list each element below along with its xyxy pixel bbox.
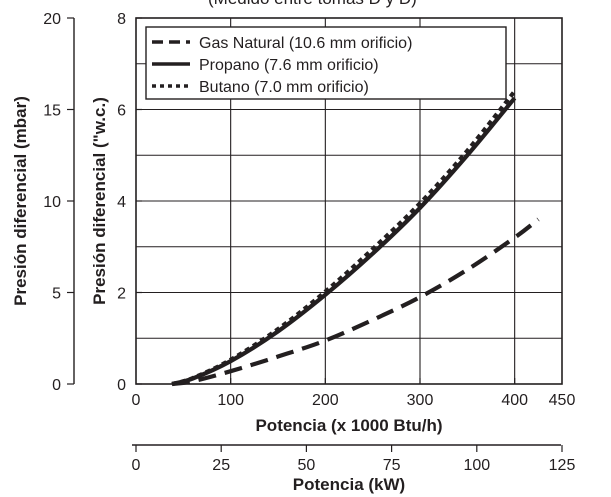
x-tick-label: 450 [549, 392, 576, 409]
x2-tick-label: 50 [298, 457, 316, 474]
x-axis-title: Potencia (x 1000 Btu/h) [255, 416, 442, 435]
x2-tick-label: 100 [463, 457, 490, 474]
x2-axis-ticks: 0 25 50 75 100 125 [132, 445, 576, 474]
x-axis-ticks: 0 100 200 300 400 450 [132, 378, 576, 409]
y2-axis-title: Presión diferencial (mbar) [11, 96, 30, 306]
x2-tick-label: 125 [549, 457, 576, 474]
y-tick-label: 4 [117, 194, 126, 211]
x-tick-label: 100 [217, 392, 244, 409]
series-line-butano [171, 89, 517, 387]
series-lines [171, 89, 540, 387]
y-tick-label: 2 [117, 286, 126, 303]
y2-tick-label: 15 [43, 103, 61, 120]
chart-title: (Medido entre tomas D y D) [208, 0, 417, 8]
x2-tick-label: 0 [132, 457, 141, 474]
legend-box [145, 26, 507, 100]
legend: Gas Natural (10.6 mm orificio) Propano (… [145, 26, 507, 100]
y2-tick-label: 10 [43, 194, 61, 211]
legend-label-butano: Butano (7.0 mm orificio) [199, 79, 369, 96]
y2-tick-label: 20 [43, 11, 61, 28]
y-tick-label: 8 [117, 11, 126, 28]
x2-tick-label: 75 [383, 457, 401, 474]
y2-tick-label: 5 [52, 286, 61, 303]
series-line-gas-natural [171, 217, 540, 387]
legend-label-propano: Propano (7.6 mm orificio) [199, 57, 379, 74]
x-tick-label: 200 [312, 392, 339, 409]
x-tick-label: 400 [501, 392, 528, 409]
y-tick-label: 0 [117, 377, 126, 394]
x2-axis-title: Potencia (kW) [293, 475, 405, 494]
y-axis-ticks: 0 2 4 6 8 [117, 11, 142, 394]
y2-tick-label: 0 [52, 377, 61, 394]
y2-axis-ticks: 0 5 10 15 20 [43, 11, 74, 394]
y-tick-label: 6 [117, 103, 126, 120]
y-axis-title: Presión diferencial ("w.c.) [90, 97, 109, 305]
x-tick-label: 0 [132, 392, 141, 409]
x-tick-label: 300 [407, 392, 434, 409]
x2-tick-label: 25 [212, 457, 230, 474]
series-line-propano [171, 96, 517, 387]
legend-label-gas-natural: Gas Natural (10.6 mm orificio) [199, 35, 412, 52]
